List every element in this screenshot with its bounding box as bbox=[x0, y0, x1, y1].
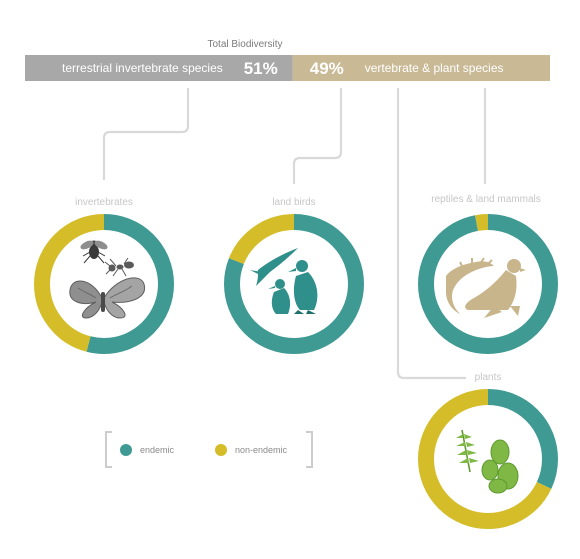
cactus-icon bbox=[481, 439, 519, 494]
booby-icon bbox=[268, 279, 291, 314]
legend-label-non-endemic: non-endemic bbox=[235, 445, 288, 455]
connector-land-birds bbox=[292, 88, 343, 184]
bar-label-terrestrial: terrestrial invertebrate species bbox=[62, 61, 223, 75]
donut-invertebrates bbox=[34, 214, 174, 354]
fly-icon bbox=[80, 240, 108, 264]
donut-reptiles-land-mammals bbox=[418, 214, 558, 354]
donut-label-reptiles: reptiles & land mammals bbox=[431, 194, 540, 205]
legend-swatch-non-endemic bbox=[215, 444, 227, 456]
bar-label-vertebrate: vertebrate & plant species bbox=[365, 61, 504, 75]
legend-bracket-left bbox=[105, 431, 112, 468]
bar-segment-vertebrates-plants bbox=[292, 55, 550, 81]
ant-icon bbox=[104, 257, 134, 277]
booby-icon bbox=[288, 260, 318, 314]
donut-slice-reptiles-land-mammals-endemic bbox=[418, 214, 558, 354]
bar-segment-terrestrial-invertebrates bbox=[25, 55, 293, 81]
sea-lion-icon bbox=[465, 259, 526, 318]
donut-slice-land-birds-non-endemic bbox=[224, 214, 364, 354]
legend-swatch-endemic bbox=[120, 444, 132, 456]
donut-plants bbox=[418, 389, 558, 529]
legend-label-endemic: endemic bbox=[140, 445, 175, 455]
donut-land-birds bbox=[224, 214, 364, 354]
donut-slice-reptiles-land-mammals-non-endemic bbox=[418, 214, 558, 354]
donut-label-invertebrates: invertebrates bbox=[75, 197, 133, 208]
fern-icon bbox=[456, 429, 479, 473]
bar-value-vertebrate: 49% bbox=[310, 59, 344, 78]
legend-bracket-right bbox=[306, 431, 313, 468]
legend: endemic non-endemic bbox=[105, 431, 313, 468]
donut-slice-plants-non-endemic bbox=[418, 389, 558, 529]
donut-slice-invertebrates-non-endemic bbox=[34, 214, 174, 354]
butterfly-icon bbox=[69, 277, 146, 319]
connectors bbox=[102, 88, 487, 380]
donut-label-land-birds: land birds bbox=[272, 197, 315, 208]
total-biodiversity-bar: 51% terrestrial invertebrate species 49% ve… bbox=[25, 55, 550, 81]
lizard-icon bbox=[446, 257, 494, 314]
bar-value-terrestrial: 51% bbox=[244, 59, 278, 78]
connector-invertebrates bbox=[102, 88, 190, 180]
chart-title: Total Biodiversity bbox=[207, 39, 282, 50]
connector-plants bbox=[396, 88, 466, 380]
donut-label-plants: plants bbox=[475, 372, 502, 383]
frigatebird-icon bbox=[250, 248, 298, 286]
